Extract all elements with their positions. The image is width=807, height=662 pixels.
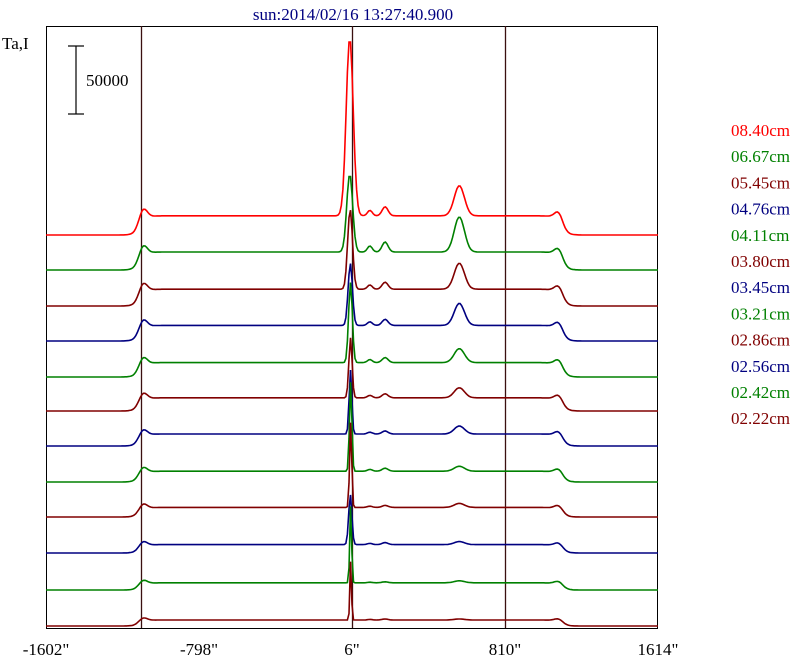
legend-entry-08-40cm: 08.40cm xyxy=(731,121,790,140)
vertical-markers xyxy=(140,26,507,628)
legend-entry-03-45cm: 03.45cm xyxy=(731,278,790,297)
legend: 08.40cm 06.67cm 05.45cm 04.76cm 04.11cm 03.80… xyxy=(731,121,790,428)
legend-entry-03-80cm: 03.80cm xyxy=(731,252,790,271)
series-line-02-22cm xyxy=(46,561,658,627)
series-line-02-56cm xyxy=(46,494,658,554)
legend-entry-02-22cm: 02.22cm xyxy=(731,409,790,428)
x-tick-label-4: 1614" xyxy=(638,640,679,659)
legend-entry-02-86cm: 02.86cm xyxy=(731,331,790,350)
scale-bar xyxy=(68,45,84,115)
series-line-03-21cm xyxy=(46,382,658,483)
legend-entry-06-67cm: 06.67cm xyxy=(731,147,790,166)
series-line-03-80cm xyxy=(46,337,658,412)
legend-entry-04-11cm: 04.11cm xyxy=(731,226,789,245)
series-line-02-86cm xyxy=(46,422,658,518)
series-line-08-40cm xyxy=(46,41,658,236)
x-tick-label-3: 810" xyxy=(489,640,521,659)
series-line-03-45cm xyxy=(46,369,658,447)
series-group xyxy=(46,41,658,627)
x-tick-label-2: 6" xyxy=(344,640,359,659)
legend-entry-04-76cm: 04.76cm xyxy=(731,200,790,219)
series-line-04-11cm xyxy=(46,282,658,378)
legend-entry-02-56cm: 02.56cm xyxy=(731,357,790,376)
legend-entry-03-21cm: 03.21cm xyxy=(731,304,790,323)
y-axis-label: Ta,I xyxy=(2,34,29,53)
chart-title: sun:2014/02/16 13:27:40.900 xyxy=(253,5,453,24)
series-line-06-67cm xyxy=(46,175,658,271)
x-tick-label-0: -1602" xyxy=(23,640,70,659)
legend-entry-02-42cm: 02.42cm xyxy=(731,383,790,402)
legend-entry-05-45cm: 05.45cm xyxy=(731,173,790,192)
series-line-02-42cm xyxy=(46,506,658,591)
x-tick-label-1: -798" xyxy=(180,640,218,659)
series-line-05-45cm xyxy=(46,210,658,307)
series-line-04-76cm xyxy=(46,263,658,342)
scale-bar-label: 50000 xyxy=(86,71,129,90)
x-tick-labels: -1602" -798" 6" 810" 1614" xyxy=(23,640,679,659)
